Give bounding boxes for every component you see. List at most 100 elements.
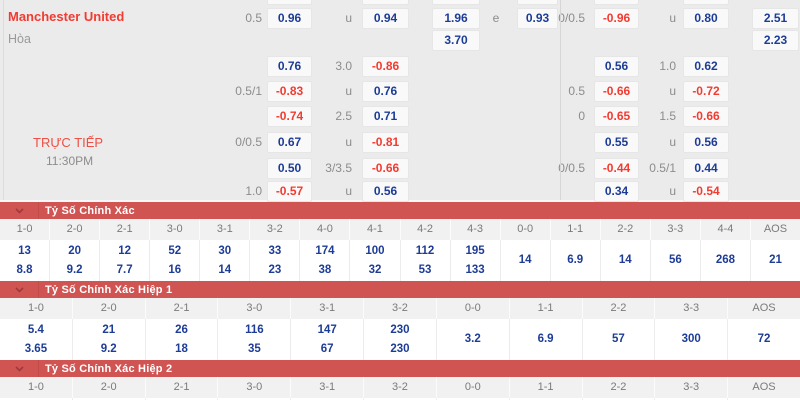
odds-value[interactable]: -0.66	[362, 158, 409, 179]
chevron-down-icon[interactable]	[0, 281, 39, 298]
score-odds-cell[interactable]: 52 16	[150, 240, 201, 281]
score-odds-cell[interactable]: 268	[701, 240, 751, 281]
score-odds-cell[interactable]: 116 35	[218, 319, 292, 360]
odds-handicap-label: 0/0.5	[558, 161, 585, 175]
score-section-header-bar[interactable]: Tỷ Số Chính Xác Hiệp 2	[0, 360, 800, 377]
odds-value[interactable]: 3.70	[432, 30, 480, 51]
odds-value[interactable]: 0.62	[683, 56, 729, 77]
odds-value[interactable]: 0.55	[594, 132, 639, 153]
odds-handicap-label: 2.5	[335, 109, 352, 123]
score-section-header-bar[interactable]: Tỷ Số Chính Xác Hiệp 1	[0, 281, 800, 298]
score-odds-cell[interactable]: 100 32	[350, 240, 401, 281]
odds-value[interactable]: 0.96	[267, 8, 312, 29]
odds-value[interactable]: 0.76	[362, 81, 409, 102]
score-odds-cell[interactable]: 3.2	[437, 319, 510, 360]
odds-handicap-label: u	[669, 11, 676, 25]
odds-value[interactable]: -0.65	[594, 106, 639, 127]
odds-value[interactable]: 2.23	[752, 30, 799, 51]
odds-value[interactable]: 2.51	[752, 8, 799, 29]
score-odds-cell[interactable]: 57	[583, 319, 656, 360]
score-section-title: Tỷ Số Chính Xác Hiệp 1	[45, 283, 173, 296]
odds-value[interactable]: 0.56	[362, 181, 409, 202]
score-odds-cell[interactable]: 300	[655, 319, 729, 360]
odds-value[interactable]: 0.56	[683, 132, 729, 153]
score-column-header: 3-1	[291, 298, 365, 319]
score-column-header: 1-1	[551, 219, 601, 240]
score-odds-cell	[655, 398, 729, 400]
score-section: Tỷ Số Chính Xác Hiệp 2 1-0 2-0 2-1 3-0 3-1 3-2…	[0, 360, 800, 400]
odds-handicap-label: 0.5	[568, 84, 585, 98]
chevron-down-icon[interactable]	[0, 202, 39, 219]
odds-value[interactable]: -0.44	[594, 158, 639, 179]
cutoff-odds-box	[432, 0, 480, 5]
odds-value[interactable]: 0.44	[683, 158, 729, 179]
score-odds-cell[interactable]: 21 9.2	[73, 319, 146, 360]
score-odds-cell[interactable]: 20 9.2	[50, 240, 101, 281]
score-column-header: 1-1	[510, 377, 583, 398]
score-odds-cell	[291, 398, 365, 400]
score-odds-cell[interactable]: 230 230	[364, 319, 437, 360]
chevron-down-icon[interactable]	[0, 360, 39, 377]
score-section-header-bar[interactable]: Tỷ Số Chính Xác	[0, 202, 800, 219]
score-odds-row	[0, 398, 800, 400]
odds-value[interactable]: -0.66	[683, 106, 729, 127]
score-odds-cell[interactable]: 33 23	[250, 240, 301, 281]
score-odds-cell[interactable]: 195 133	[451, 240, 501, 281]
score-odds-cell[interactable]: 13 8.8	[0, 240, 51, 281]
score-column-header: 3-2	[364, 377, 437, 398]
score-column-header: 0-0	[437, 298, 510, 319]
odds-handicap-label: u	[345, 135, 352, 149]
match-odds-panel: Manchester United Hòa TRỰC TIẾP 11:30PM …	[0, 0, 800, 202]
score-odds-cell[interactable]: 12 7.7	[100, 240, 151, 281]
odds-value[interactable]: 0.94	[362, 8, 409, 29]
odds-value[interactable]: -0.57	[267, 181, 312, 202]
odds-handicap-label: 3.0	[335, 59, 352, 73]
score-odds-cell[interactable]: 56	[651, 240, 701, 281]
score-column-header: 2-1	[146, 298, 219, 319]
score-odds-cell[interactable]: 14	[601, 240, 651, 281]
cutoff-odds-box	[683, 0, 729, 5]
odds-value[interactable]: -0.54	[683, 181, 729, 202]
score-column-header: 3-3	[655, 377, 729, 398]
odds-value[interactable]: -0.66	[594, 81, 639, 102]
score-odds-cell[interactable]: 30 14	[200, 240, 251, 281]
odds-handicap-label: u	[669, 84, 676, 98]
score-odds-cell[interactable]: 14	[501, 240, 551, 281]
score-columns-row: 1-0 2-0 2-1 3-0 3-1 3-2 4-0 4-1 4-2 4-3 0-0 1-1 2-2 3…	[0, 219, 800, 240]
live-label: TRỰC TIẾP	[33, 135, 104, 150]
odds-value[interactable]: 0.34	[594, 181, 639, 202]
odds-handicap-label: 0/0.5	[235, 135, 262, 149]
cutoff-odds-box	[362, 0, 409, 5]
score-odds-cell[interactable]: 174 38	[300, 240, 351, 281]
odds-value[interactable]: -0.96	[594, 8, 639, 29]
odds-value[interactable]: -0.81	[362, 132, 409, 153]
odds-value[interactable]: 1.96	[432, 8, 480, 29]
odds-value[interactable]: 0.56	[594, 56, 639, 77]
score-column-header: 0-0	[501, 219, 551, 240]
odds-handicap-label: 0/0.5	[558, 11, 585, 25]
odds-value[interactable]: -0.74	[267, 106, 312, 127]
score-odds-cell[interactable]: 26 18	[146, 319, 219, 360]
score-odds-cell[interactable]: 21	[769, 254, 782, 266]
odds-value[interactable]: 0.80	[683, 8, 729, 29]
score-odds-cell	[583, 398, 656, 400]
odds-value[interactable]: 0.71	[362, 106, 409, 127]
score-column-header: 1-0	[0, 377, 73, 398]
score-odds-cell[interactable]: 6.9	[510, 319, 583, 360]
odds-value[interactable]: -0.86	[362, 56, 409, 77]
odds-handicap-label: 0	[578, 109, 585, 123]
score-odds-cell[interactable]: 147 67	[291, 319, 365, 360]
score-odds-cell[interactable]: 5.4 3.65	[0, 319, 73, 360]
score-section-title: Tỷ Số Chính Xác Hiệp 2	[45, 362, 173, 375]
odds-value[interactable]: 0.50	[267, 158, 312, 179]
odds-value[interactable]: 0.76	[267, 56, 312, 77]
score-column-header: 4-0	[300, 219, 351, 240]
odds-value[interactable]: 0.67	[267, 132, 312, 153]
odds-value[interactable]: -0.72	[683, 81, 729, 102]
score-odds-cell[interactable]: 72	[757, 333, 771, 345]
score-odds-cell[interactable]: 6.9	[551, 240, 601, 281]
score-column-header: 3-0	[218, 377, 292, 398]
odds-value[interactable]: -0.83	[267, 81, 312, 102]
odds-value[interactable]: 0.93	[517, 8, 558, 29]
score-odds-cell[interactable]: 112 53	[401, 240, 451, 281]
